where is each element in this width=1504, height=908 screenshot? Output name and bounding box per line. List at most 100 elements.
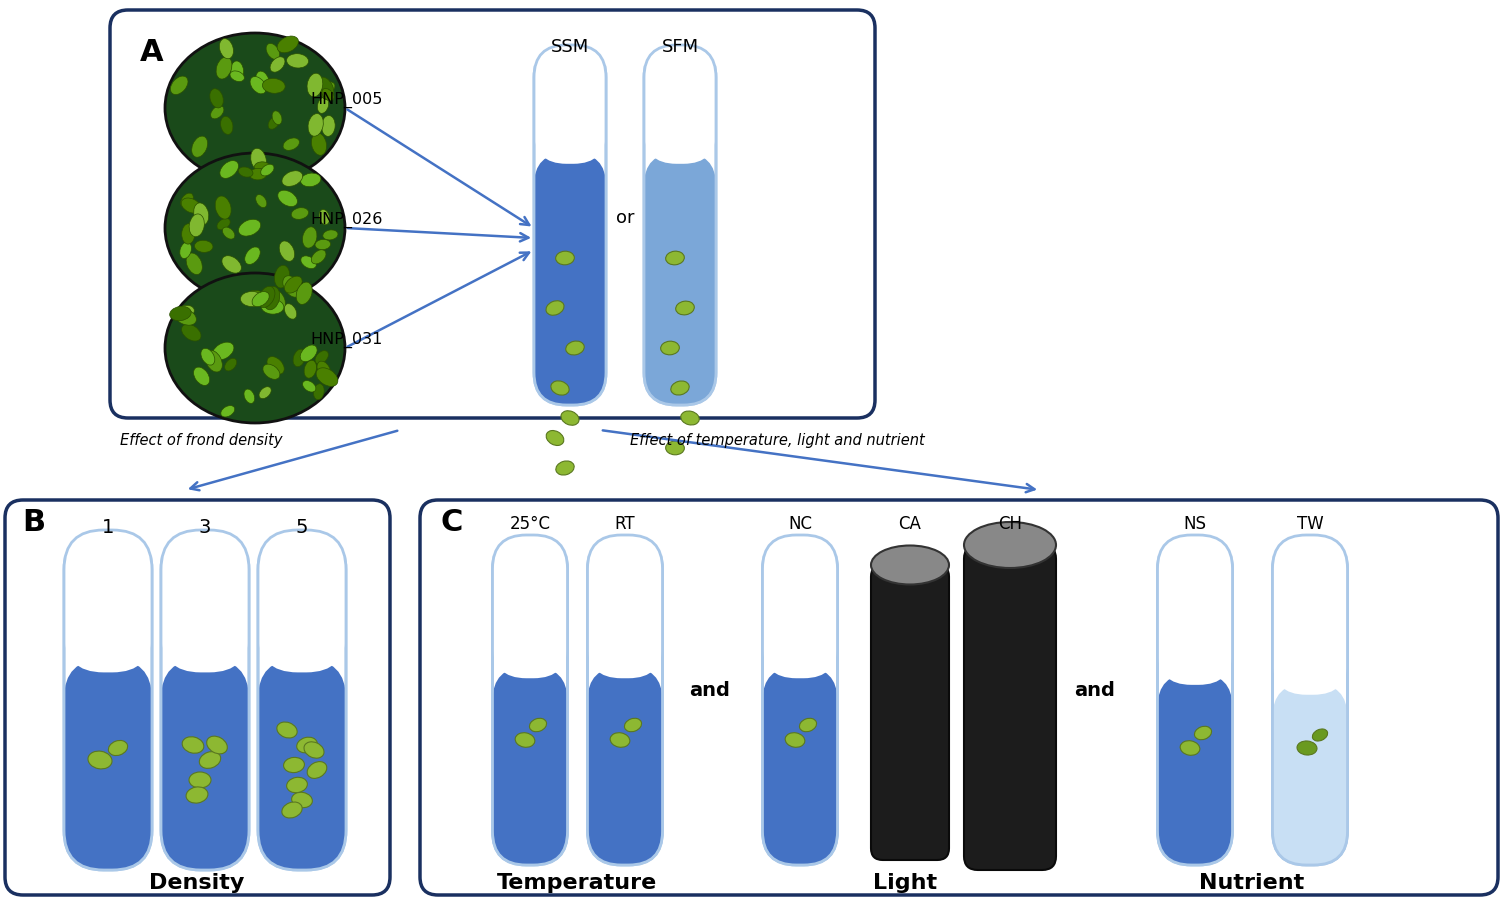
FancyBboxPatch shape (763, 517, 838, 678)
FancyBboxPatch shape (1272, 684, 1348, 865)
Text: RT: RT (615, 515, 635, 533)
Ellipse shape (277, 36, 298, 53)
FancyBboxPatch shape (1158, 535, 1232, 865)
Text: Temperature: Temperature (496, 873, 657, 893)
Ellipse shape (263, 364, 280, 380)
Ellipse shape (212, 342, 235, 360)
Ellipse shape (671, 381, 689, 395)
Ellipse shape (660, 341, 680, 355)
Ellipse shape (165, 153, 344, 303)
Ellipse shape (301, 173, 320, 187)
Ellipse shape (180, 242, 191, 259)
Ellipse shape (89, 751, 111, 769)
Text: and: and (1074, 680, 1116, 699)
Ellipse shape (190, 772, 211, 788)
FancyBboxPatch shape (763, 667, 838, 865)
Text: Light: Light (872, 873, 937, 893)
Ellipse shape (287, 777, 307, 793)
Ellipse shape (278, 190, 298, 207)
Ellipse shape (263, 286, 280, 310)
Ellipse shape (283, 276, 301, 297)
Ellipse shape (254, 162, 272, 173)
FancyBboxPatch shape (644, 45, 716, 405)
FancyBboxPatch shape (763, 535, 838, 865)
Text: 3: 3 (199, 518, 211, 537)
Ellipse shape (223, 227, 235, 239)
Ellipse shape (681, 411, 699, 425)
Ellipse shape (307, 762, 326, 778)
Ellipse shape (302, 380, 316, 392)
Ellipse shape (546, 301, 564, 315)
Ellipse shape (277, 722, 298, 738)
Text: Effect of temperature, light and nutrient: Effect of temperature, light and nutrien… (630, 433, 925, 448)
Ellipse shape (165, 273, 344, 423)
Ellipse shape (314, 240, 331, 250)
Text: Nutrient: Nutrient (1199, 873, 1304, 893)
FancyBboxPatch shape (5, 500, 390, 895)
FancyBboxPatch shape (588, 667, 662, 865)
Ellipse shape (268, 357, 284, 374)
Text: B: B (23, 508, 45, 537)
Ellipse shape (550, 380, 569, 395)
Ellipse shape (304, 742, 323, 758)
FancyBboxPatch shape (161, 530, 250, 870)
Ellipse shape (284, 303, 296, 320)
Text: HNP_005: HNP_005 (310, 92, 382, 108)
Ellipse shape (319, 82, 335, 95)
Text: 1: 1 (102, 518, 114, 537)
Ellipse shape (1194, 726, 1212, 740)
Ellipse shape (250, 76, 266, 94)
Ellipse shape (296, 282, 313, 304)
Ellipse shape (287, 54, 308, 68)
Text: HNP_026: HNP_026 (310, 212, 382, 228)
Ellipse shape (224, 359, 236, 371)
Ellipse shape (194, 241, 214, 252)
Ellipse shape (272, 111, 281, 124)
FancyBboxPatch shape (588, 517, 662, 678)
Ellipse shape (247, 291, 268, 305)
Ellipse shape (251, 148, 266, 172)
Ellipse shape (281, 802, 302, 818)
FancyBboxPatch shape (534, 153, 606, 405)
FancyBboxPatch shape (161, 508, 250, 673)
Ellipse shape (293, 350, 305, 367)
Ellipse shape (223, 256, 241, 273)
Ellipse shape (566, 340, 584, 355)
Ellipse shape (666, 251, 684, 265)
Ellipse shape (215, 196, 232, 219)
Text: NS: NS (1184, 515, 1206, 533)
Ellipse shape (220, 161, 239, 178)
Ellipse shape (624, 718, 642, 732)
Ellipse shape (1296, 741, 1318, 755)
Text: SFM: SFM (662, 38, 698, 56)
Ellipse shape (281, 171, 302, 186)
Ellipse shape (271, 291, 286, 311)
Text: and: and (689, 680, 731, 699)
Ellipse shape (239, 220, 260, 236)
Ellipse shape (800, 718, 817, 732)
Ellipse shape (202, 349, 215, 365)
Ellipse shape (283, 138, 299, 151)
Ellipse shape (186, 787, 208, 803)
Ellipse shape (311, 133, 326, 155)
Ellipse shape (194, 367, 209, 385)
Ellipse shape (256, 71, 269, 90)
Text: C: C (441, 508, 462, 537)
Ellipse shape (274, 265, 290, 288)
Text: CH: CH (999, 515, 1023, 533)
Ellipse shape (1181, 741, 1200, 755)
Ellipse shape (322, 115, 335, 136)
Ellipse shape (262, 300, 284, 314)
FancyBboxPatch shape (161, 659, 250, 870)
FancyBboxPatch shape (871, 565, 949, 860)
Ellipse shape (529, 718, 546, 732)
Ellipse shape (190, 214, 205, 237)
Ellipse shape (108, 740, 128, 755)
FancyBboxPatch shape (1272, 517, 1348, 695)
Ellipse shape (253, 291, 269, 307)
Ellipse shape (230, 71, 244, 82)
FancyBboxPatch shape (65, 530, 152, 870)
Ellipse shape (301, 345, 317, 361)
Ellipse shape (206, 736, 227, 754)
Ellipse shape (292, 793, 313, 808)
